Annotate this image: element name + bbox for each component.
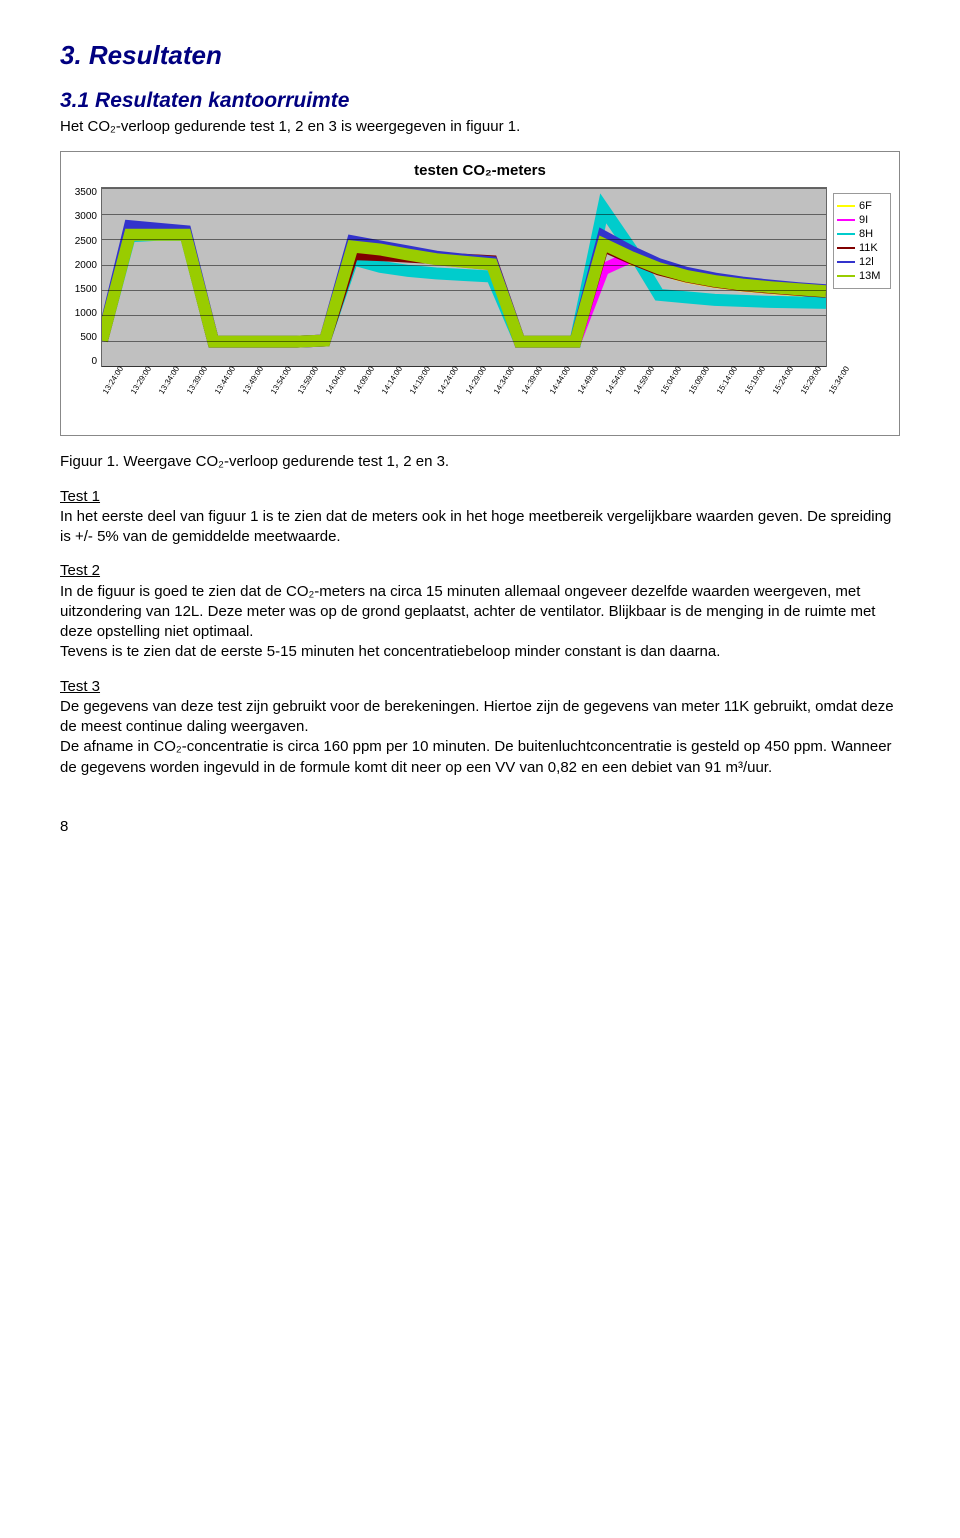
y-tick-label: 1000 — [75, 308, 97, 319]
y-tick-label: 3000 — [75, 211, 97, 222]
legend-label: 8H — [859, 228, 873, 240]
x-tick-label: 14:24:00 — [436, 391, 444, 396]
y-axis: 3500 3000 2500 2000 1500 1000 500 0 — [69, 187, 101, 367]
test1-title: Test 1 — [60, 488, 100, 505]
x-tick-label: 15:19:00 — [743, 391, 751, 396]
chart-plot — [101, 187, 827, 367]
x-tick-label: 15:14:00 — [715, 391, 723, 396]
grid-line — [102, 239, 826, 240]
y-tick-label: 0 — [91, 356, 97, 367]
test2-body2: Tevens is te zien dat de eerste 5-15 min… — [60, 643, 720, 660]
test3-body: De gegevens van deze test zijn gebruikt … — [60, 698, 894, 735]
legend-label: 6F — [859, 200, 872, 212]
heading-2: 3.1 Resultaten kantoorruimte — [60, 89, 900, 113]
legend-swatch — [837, 219, 855, 221]
x-tick-label: 13:24:00 — [101, 391, 109, 396]
legend-label: 12l — [859, 256, 874, 268]
test3-title: Test 3 — [60, 678, 100, 695]
x-tick-label: 14:39:00 — [520, 391, 528, 396]
legend-label: 11K — [859, 242, 878, 254]
legend-label: 9I — [859, 214, 868, 226]
figure-caption: Figuur 1. Weergave CO₂-verloop gedurende… — [60, 452, 900, 472]
test1-paragraph: Test 1 In het eerste deel van figuur 1 i… — [60, 487, 900, 548]
x-tick-label: 15:34:00 — [827, 391, 835, 396]
x-tick-label: 13:34:00 — [157, 391, 165, 396]
test1-body: In het eerste deel van figuur 1 is te zi… — [60, 508, 891, 545]
y-tick-label: 2500 — [75, 236, 97, 247]
chart-container: testen CO₂-meters 3500 3000 2500 2000 1500 10… — [60, 151, 900, 436]
x-tick-label: 13:29:00 — [129, 391, 137, 396]
grid-line — [102, 315, 826, 316]
y-tick-label: 2000 — [75, 260, 97, 271]
y-tick-label: 500 — [80, 332, 97, 343]
legend-label: 13M — [859, 270, 880, 282]
chart-legend: 6F 9I 8H 11K 12l 13M — [833, 193, 891, 289]
intro-text: Het CO₂-verloop gedurende test 1, 2 en 3… — [60, 117, 900, 137]
x-tick-label: 14:29:00 — [464, 391, 472, 396]
legend-item: 11K — [837, 242, 887, 254]
legend-swatch — [837, 233, 855, 235]
legend-item: 12l — [837, 256, 887, 268]
chart-svg — [102, 188, 826, 366]
x-tick-label: 14:19:00 — [408, 391, 416, 396]
x-tick-label: 14:09:00 — [352, 391, 360, 396]
x-tick-label: 13:39:00 — [185, 391, 193, 396]
y-tick-label: 3500 — [75, 187, 97, 198]
legend-swatch — [837, 261, 855, 263]
x-tick-label: 15:29:00 — [799, 391, 807, 396]
grid-line — [102, 290, 826, 291]
x-tick-label: 15:24:00 — [771, 391, 779, 396]
x-tick-label: 14:04:00 — [324, 391, 332, 396]
page-number: 8 — [60, 818, 900, 835]
x-tick-label: 15:04:00 — [659, 391, 667, 396]
grid-line — [102, 188, 826, 189]
x-tick-label: 14:59:00 — [632, 391, 640, 396]
test2-body: In de figuur is goed te zien dat de CO₂-… — [60, 583, 875, 641]
grid-line — [102, 366, 826, 367]
test2-paragraph: Test 2 In de figuur is goed te zien dat … — [60, 561, 900, 662]
x-tick-label: 13:44:00 — [213, 391, 221, 396]
chart-title: testen CO₂-meters — [69, 162, 891, 179]
heading-1: 3. Resultaten — [60, 40, 900, 71]
x-tick-label: 13:49:00 — [241, 391, 249, 396]
test3-paragraph: Test 3 De gegevens van deze test zijn ge… — [60, 677, 900, 778]
x-tick-label: 13:59:00 — [296, 391, 304, 396]
legend-item: 6F — [837, 200, 887, 212]
legend-item: 8H — [837, 228, 887, 240]
grid-line — [102, 214, 826, 215]
test3-body2: De afname in CO₂-concentratie is circa 1… — [60, 738, 892, 775]
x-tick-label: 15:09:00 — [687, 391, 695, 396]
legend-swatch — [837, 247, 855, 249]
legend-swatch — [837, 205, 855, 207]
x-tick-label: 14:34:00 — [492, 391, 500, 396]
x-axis: 13:24:0013:29:0013:34:0013:39:0013:44:00… — [101, 369, 827, 378]
grid-line — [102, 265, 826, 266]
legend-swatch — [837, 275, 855, 277]
legend-item: 9I — [837, 214, 887, 226]
x-tick-label: 14:54:00 — [604, 391, 612, 396]
x-tick-label: 14:44:00 — [548, 391, 556, 396]
y-tick-label: 1500 — [75, 284, 97, 295]
x-tick-label: 14:14:00 — [380, 391, 388, 396]
x-tick-label: 14:49:00 — [576, 391, 584, 396]
test2-title: Test 2 — [60, 562, 100, 579]
x-tick-label: 13:54:00 — [269, 391, 277, 396]
legend-item: 13M — [837, 270, 887, 282]
grid-line — [102, 341, 826, 342]
